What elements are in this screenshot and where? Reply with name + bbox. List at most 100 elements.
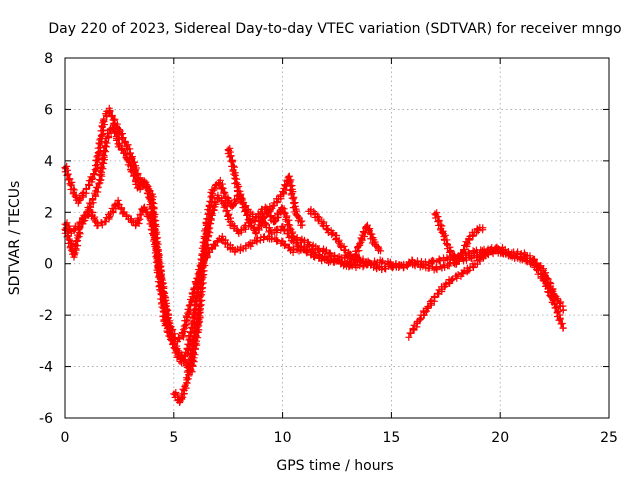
data-point-s5 [498, 249, 506, 257]
data-point-s5 [528, 257, 536, 265]
data-point-s2 [109, 209, 117, 217]
data-point-s6 [465, 235, 473, 243]
data-point-s7 [365, 227, 373, 235]
data-point-s2 [192, 279, 200, 287]
data-point-s1 [160, 316, 168, 324]
x-tick-label: 5 [169, 430, 178, 446]
data-point-s4 [273, 199, 281, 207]
data-point-s1 [100, 159, 108, 167]
data-point-s3 [188, 343, 196, 351]
data-point-s4 [238, 195, 246, 203]
data-point-s1 [72, 237, 80, 245]
data-point-s1 [433, 266, 441, 274]
axes: 0 5 10 15 20 25 -6 -4 -2 0 2 4 6 8 [39, 51, 618, 446]
data-point-s3 [187, 347, 195, 355]
y-tick-label: 6 [44, 102, 53, 118]
data-point-s2 [212, 242, 220, 250]
data-point-s2 [280, 242, 288, 250]
data-point-s2 [304, 245, 312, 253]
data-point-s2 [332, 257, 340, 265]
y-tick-label: 0 [44, 257, 53, 273]
data-point-s0 [378, 259, 386, 267]
data-point-s2 [79, 217, 87, 225]
data-point-s0 [559, 306, 567, 314]
data-point-s1 [559, 324, 567, 332]
data-point-s1 [111, 127, 119, 135]
data-point-s1 [429, 263, 437, 271]
data-point-s1 [147, 197, 155, 205]
data-point-s6 [463, 241, 471, 249]
data-point-s3 [185, 372, 193, 380]
data-point-s7 [328, 231, 336, 239]
data-point-s1 [293, 239, 301, 247]
y-tick-label: -4 [39, 360, 53, 376]
y-axis-label: SDTVAR / TECUs [7, 181, 23, 296]
data-point-s7 [350, 256, 358, 264]
data-point-s1 [224, 212, 232, 220]
data-point-s3 [192, 320, 200, 328]
series-track-3 [61, 196, 395, 345]
data-point-s1 [441, 263, 449, 271]
data-point-s7 [377, 247, 385, 255]
data-point-s4 [228, 158, 236, 166]
data-point-s5 [448, 276, 456, 284]
data-point-s3 [188, 355, 196, 363]
data-point-s2 [281, 240, 289, 248]
data-point-s0 [220, 189, 228, 197]
data-point-s1 [418, 261, 426, 269]
data-point-s1 [65, 235, 73, 243]
data-point-s2 [180, 333, 188, 341]
data-point-s5 [516, 253, 524, 261]
data-point-s6 [473, 228, 481, 236]
data-point-s1 [127, 168, 135, 176]
data-point-s1 [103, 139, 111, 147]
data-point-s5 [523, 257, 531, 265]
data-point-s1 [147, 205, 155, 213]
data-point-s2 [185, 302, 193, 310]
data-point-s4 [232, 175, 240, 183]
data-point-s2 [152, 238, 160, 246]
data-point-s2 [155, 262, 163, 270]
series-track-4 [170, 307, 204, 407]
data-point-s1 [197, 301, 205, 309]
data-point-s1 [396, 262, 404, 270]
data-point-s4 [243, 211, 251, 219]
data-point-s1 [403, 262, 411, 270]
data-point-s2 [161, 294, 169, 302]
data-point-s2 [248, 240, 256, 248]
data-point-s1 [550, 299, 558, 307]
data-point-s0 [82, 185, 90, 193]
data-point-s2 [326, 256, 334, 264]
data-point-s2 [101, 218, 109, 226]
data-point-s5 [459, 270, 467, 278]
data-point-s4 [227, 157, 235, 165]
data-point-s1 [100, 147, 108, 155]
data-point-s5 [406, 329, 414, 337]
data-point-s0 [435, 257, 443, 265]
data-point-s4 [235, 182, 243, 190]
data-point-s2 [190, 284, 198, 292]
data-point-s2 [140, 204, 148, 212]
data-points [61, 104, 567, 407]
data-point-s2 [158, 284, 166, 292]
data-point-s2 [218, 232, 226, 240]
data-point-s2 [81, 214, 89, 222]
data-point-s4 [230, 170, 238, 178]
data-point-s7 [314, 217, 322, 225]
y-tick-label: 4 [44, 154, 53, 170]
data-point-s1 [117, 145, 125, 153]
data-point-s4 [241, 208, 249, 215]
data-point-s2 [161, 301, 169, 309]
data-point-s2 [122, 211, 130, 219]
data-point-s6 [479, 224, 487, 232]
y-tick-label: 2 [44, 205, 53, 221]
data-point-s2 [150, 234, 158, 242]
data-point-s2 [175, 335, 183, 343]
data-point-s2 [135, 220, 143, 228]
data-point-s6 [446, 247, 454, 255]
data-point-s1 [211, 199, 219, 207]
data-point-s1 [129, 167, 137, 175]
data-point-s2 [106, 212, 114, 220]
data-point-s2 [208, 245, 216, 253]
data-point-s4 [262, 210, 270, 218]
